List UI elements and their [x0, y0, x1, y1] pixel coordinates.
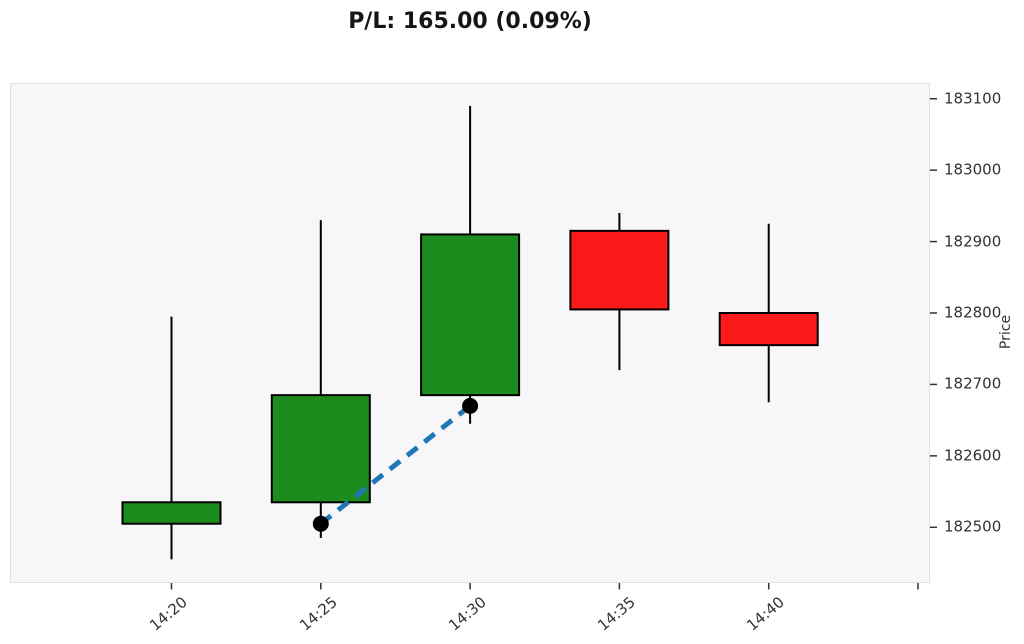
y-tick-label: 183100 [944, 89, 1002, 108]
y-axis-label: Price [998, 314, 1014, 350]
x-tick-label: 14:20 [146, 593, 192, 635]
x-tick-label: 14:25 [295, 593, 341, 635]
plot-area [10, 83, 930, 583]
y-tick-label: 182800 [944, 303, 1002, 322]
x-tick-label: 14:40 [743, 593, 789, 635]
y-tick-label: 182700 [944, 375, 1002, 394]
x-tick-label: 14:30 [444, 593, 490, 635]
y-tick-label: 182500 [944, 517, 1002, 536]
y-tick-label: 183000 [944, 160, 1002, 179]
y-tick-label: 182900 [944, 232, 1002, 251]
chart-title: P/L: 165.00 (0.09%) [348, 9, 592, 34]
x-tick-label: 14:35 [594, 593, 639, 635]
y-tick-label: 182600 [944, 446, 1002, 465]
